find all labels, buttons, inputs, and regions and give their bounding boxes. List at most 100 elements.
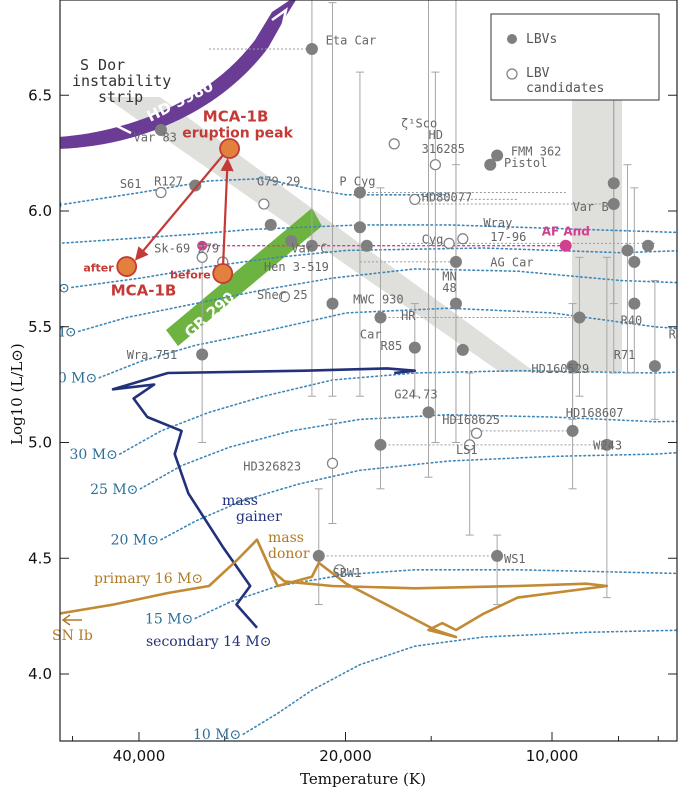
star-label-hen-3-519: Hen 3-519 [264,260,329,274]
star-point-mn48 [449,297,462,310]
star-label-hd: HD [429,128,443,142]
mass-track-80-m [60,224,677,245]
mca1b-before-point [212,263,234,284]
af-and-cool-point [559,239,572,252]
gr290-band [166,208,322,346]
star-point-ag-car [449,255,462,268]
star-point-hen-3-519 [285,235,298,248]
hd5980-arrow-up-icon [271,7,288,29]
instability-strip-label: S Dor instability strip [72,56,171,106]
star-point-r71 [648,360,661,373]
star-point-r85 [408,341,421,354]
star-label-r110: R110 [669,327,678,341]
star-point-ls1 [464,439,476,451]
star-point-lbv-f2 [360,239,373,252]
star-label-r40: R40 [621,313,643,327]
y-axis-title: Log10 (L/L⊙) [8,343,26,445]
star-label-hr: HR [401,309,416,323]
star-label-mwc-930: MWC 930 [353,293,404,307]
star-point-sco [388,138,400,150]
s-dor-instability-strip [105,97,622,372]
star-label-g79-29: G79.29 [257,175,300,189]
star-point-lbv-f3 [607,177,620,190]
star-label-hd168625: HD168625 [442,413,500,427]
mass-track-label-50-m: 50 M⊙ [28,324,76,340]
y-tick-label-6-5: 6.5 [28,86,52,104]
star-label-sbw1: SBW1 [332,566,361,580]
mass-donor-label-1: mass [268,530,304,546]
primary-track-label: primary 16 M⊙ [94,571,203,587]
star-point-sk-69-279 [196,251,208,263]
mca1b-arrow-before-to-peak [220,157,234,274]
star-point-hd-316285 [429,159,441,171]
star-point-hr-car [374,311,387,324]
star-labels: Eta Car Var 83 R127 S61 G79.29 P Cyg ζ¹ScoHD31… [120,33,678,580]
binary-tracks [60,367,609,639]
mass-track-10-m [242,629,677,735]
legend-candidate-marker [506,68,518,80]
mass-track-40-m [98,307,677,379]
star-point-r71-hot [456,343,469,356]
mass-track-label-100-m: 100 M⊙ [6,197,63,213]
star-label-sher-25: Sher 25 [257,288,308,302]
star-label-48: 48 [442,281,456,295]
legend-lbv-label: LBVs [526,32,557,47]
star-label-var-83: Var 83 [134,131,177,145]
hd5980-arc-band [60,0,296,149]
star-point-g24-73 [422,406,435,419]
star-point-cyg-ob2-12 [443,237,455,250]
star-label-sk-69-279: Sk-69 279 [154,242,219,256]
star-label-s61: S61 [120,177,142,191]
mass-track-label-30-m: 30 M⊙ [69,447,117,463]
star-point-mwc-930 [326,297,339,310]
secondary-track-label: secondary 14 M⊙ [146,634,271,650]
mca1b-title: MCA-1B [203,107,269,125]
star-point-he-3-519-b [264,218,277,231]
hd5980-arrow-left-icon [112,115,132,135]
x-tick-label-40-000: 40,000 [113,747,166,765]
strip-label-line-1: S Dor [80,56,125,74]
star-point-w243-hot [374,438,387,451]
legend-box [490,13,660,101]
y-tick-label-5-0: 5.0 [28,434,52,452]
star-point-wra-751 [196,348,209,361]
x-axis-title: Temperature (K) [300,770,426,788]
mass-donor-label-2: donor [268,546,310,562]
star-point-lbv-f1 [353,221,366,234]
star-point-hd168625 [470,427,483,439]
star-label-pistol: Pistol [504,156,547,170]
star-label-g24-73: G24.73 [394,388,437,402]
star-point-lbv-f4 [621,244,634,257]
star-label-w243: W243 [593,438,622,452]
star-point-ag-car-cool [628,255,641,268]
mca1b-subtitle: eruption peak [182,125,293,141]
mca1b-peak-point [219,138,240,159]
sn-ib-label: SN Ib [52,628,93,644]
mca1b-after-label: after [83,262,114,275]
strip-label-line-3: strip [98,88,143,106]
star-point-hd160529 [566,360,579,373]
star-label-hd168607: HD168607 [566,406,624,420]
mca1b-after-name: MCA-1B [111,282,177,300]
star-point-lbv-f5 [642,239,655,252]
star-point-p-cyg [353,186,366,199]
star-label-316285: 316285 [422,142,465,156]
star-label-hd160529: HD160529 [531,362,589,376]
star-point-ws1 [491,549,504,562]
mass-track-25-m [139,413,677,490]
star-point-wray-17-96 [457,233,469,245]
binary-track-labels: mass gainer mass donor primary 16 M⊙ sec… [52,493,310,650]
y-tick-label-4-5: 4.5 [28,549,52,567]
star-point-hd168607 [566,424,579,437]
star-point-var-83 [154,123,167,136]
star-point-var-b [607,198,620,211]
star-label-eta-car: Eta Car [326,33,377,47]
star-label-r71: R71 [614,348,636,362]
star-point-eta-car [305,42,318,55]
strip-label-line-2: instability [72,72,171,90]
star-label-ls1: LS1 [456,443,478,457]
af-and-label: AF And [542,225,590,239]
mass-tracks: 100 M⊙ 80 M⊙ 60 M⊙ 50 M⊙ 40 M⊙ 30 M⊙ 25 M⊙ 20 M… [6,177,677,741]
mca1b-arrow-peak-to-after [135,153,225,261]
